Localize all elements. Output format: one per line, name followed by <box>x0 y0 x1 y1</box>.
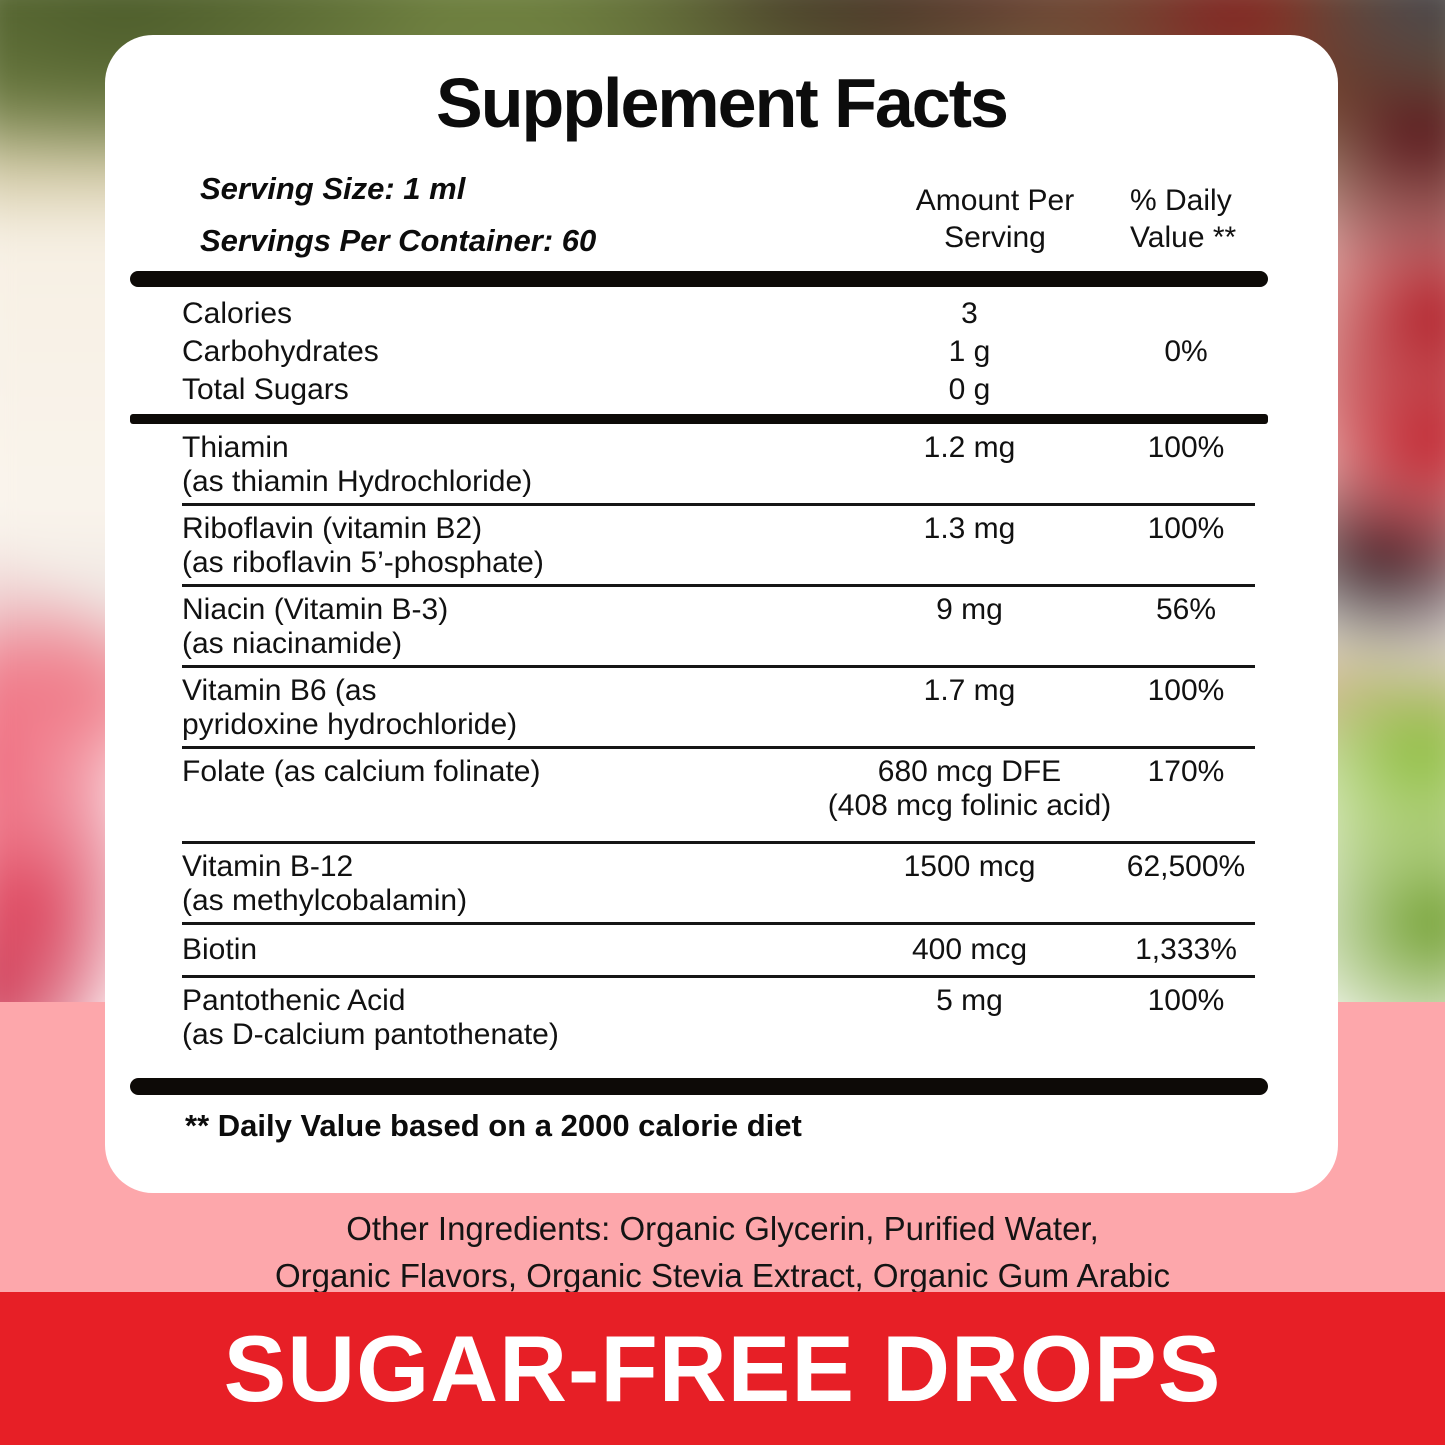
supplement-facts-title: Supplement Facts <box>436 64 1009 142</box>
calorie-rows: Calories 3 Carbohydrates 1 g 0% Total Su… <box>182 295 1255 409</box>
daily-value-footnote: ** Daily Value based on a 2000 calorie d… <box>185 1108 802 1143</box>
table-row: Riboflavin (vitamin B2) (as riboflavin 5… <box>182 506 1255 587</box>
table-row: Thiamin (as thiamin Hydrochloride) 1.2 m… <box>182 425 1255 506</box>
serving-size: Serving Size: 1 ml <box>200 171 466 206</box>
column-header-daily-value: % Daily Value ** <box>1130 184 1237 254</box>
table-row: Biotin 400 mcg 1,333% <box>182 925 1255 978</box>
table-row: Vitamin B6 (as pyridoxine hydrochloride)… <box>182 668 1255 749</box>
divider-thick-top <box>130 271 1268 287</box>
sugar-free-banner-text: SUGAR-FREE DROPS <box>223 1315 1222 1421</box>
servings-per-container: Servings Per Container: 60 <box>200 223 597 258</box>
divider-thick-bottom <box>130 1078 1268 1095</box>
table-row: Calories 3 <box>182 297 978 330</box>
divider-thick-middle <box>130 414 1268 424</box>
table-row: Carbohydrates 1 g 0% <box>182 335 1208 368</box>
column-header-amount: Amount Per Serving <box>915 184 1075 254</box>
table-row: Total Sugars 0 g <box>182 373 991 406</box>
table-row: Vitamin B-12 (as methylcobalamin) 1500 m… <box>182 844 1255 925</box>
table-row: Pantothenic Acid (as D-calcium pantothen… <box>182 984 1225 1051</box>
supplement-facts-panel: Supplement Facts Serving Size: 1 ml Serv… <box>105 35 1338 1193</box>
other-ingredients: Other Ingredients: Organic Glycerin, Pur… <box>275 1210 1170 1294</box>
sugar-free-banner: SUGAR-FREE DROPS <box>0 1292 1445 1445</box>
nutrient-rows: Thiamin (as thiamin Hydrochloride) 1.2 m… <box>182 425 1255 1058</box>
table-row: Niacin (Vitamin B-3) (as niacinamide) 9 … <box>182 587 1255 668</box>
serving-info: Serving Size: 1 ml Servings Per Containe… <box>200 163 596 267</box>
table-row: Folate (as calcium folinate) 680 mcg DFE… <box>182 749 1255 844</box>
